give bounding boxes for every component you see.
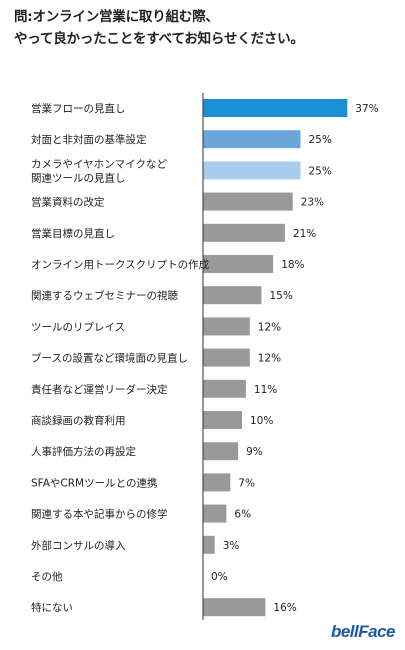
bar-2: [203, 161, 301, 180]
bar-14: [203, 535, 215, 554]
category-label-16: 特にない: [31, 602, 73, 614]
bar-5: [203, 255, 274, 273]
category-label-1: 対面と非対面の基準設定: [31, 133, 147, 146]
category-label-3: 営業資料の改定: [31, 196, 105, 209]
value-label-10: 10%: [250, 415, 273, 427]
value-label-2: 25%: [309, 165, 332, 177]
category-label-14: 外部コンサルの導入: [31, 539, 126, 552]
category-label-4: 営業目標の見直し: [31, 227, 115, 240]
category-label-9: 責任者など運営リーダー決定: [31, 383, 168, 396]
category-label-10: 商談録画の教育利用: [31, 414, 126, 427]
bar-16: [203, 598, 266, 617]
value-label-13: 6%: [234, 509, 251, 521]
value-label-5: 18%: [281, 259, 304, 271]
value-label-8: 12%: [258, 353, 281, 365]
category-label-8: ブースの設置など環境面の見直し: [31, 352, 188, 365]
value-label-1: 25%: [309, 134, 332, 146]
value-label-15: 0%: [211, 571, 228, 583]
bar-1: [203, 130, 301, 149]
chart-title-line-1: 問:オンライン営業に取り組む際、: [14, 9, 219, 25]
value-label-14: 3%: [223, 540, 240, 552]
chart-title: 問:オンライン営業に取り組む際、 やって良かったことをすべてお知らせください。: [14, 6, 399, 50]
category-label-7: ツールのリプレイス: [31, 321, 125, 333]
value-label-11: 9%: [246, 446, 263, 458]
bar-4: [203, 223, 285, 242]
category-label-11: 人事評価方法の再設定: [31, 445, 136, 458]
value-label-9: 11%: [254, 384, 277, 396]
value-label-12: 7%: [238, 477, 255, 489]
bar-11: [203, 442, 239, 461]
category-label-0: 営業フローの見直し: [31, 102, 126, 115]
value-label-6: 15%: [270, 290, 293, 302]
bar-9: [203, 379, 246, 398]
bar-7: [203, 317, 250, 336]
bar-8: [203, 348, 250, 367]
value-label-16: 16%: [273, 602, 296, 614]
value-label-3: 23%: [301, 197, 324, 209]
bar-13: [203, 504, 227, 523]
category-label-5: オンライン用トークスクリプトの作成: [31, 259, 210, 271]
value-label-7: 12%: [258, 321, 281, 333]
bar-12: [203, 473, 231, 492]
bar-0: [203, 99, 348, 117]
value-label-4: 21%: [293, 228, 316, 240]
chart-title-line-2: やって良かったことをすべてお知らせください。: [14, 31, 304, 47]
category-label-6: 関連するウェブセミナーの視聴: [31, 289, 178, 302]
category-label-13: 関連する本や記事からの修学: [31, 508, 168, 521]
category-label-2-line-1: 関連ツールの見直し: [31, 171, 126, 184]
category-label-12: SFAやCRMツールとの連携: [31, 476, 158, 489]
category-label-15: その他: [31, 570, 63, 583]
bellface-logo: bellFace: [330, 622, 396, 641]
category-label-2-line-0: カメラやイヤホンマイクなど: [31, 158, 167, 170]
bar-6: [203, 286, 262, 305]
bar-10: [203, 411, 242, 429]
bar-3: [203, 192, 293, 211]
value-label-0: 37%: [355, 103, 378, 115]
